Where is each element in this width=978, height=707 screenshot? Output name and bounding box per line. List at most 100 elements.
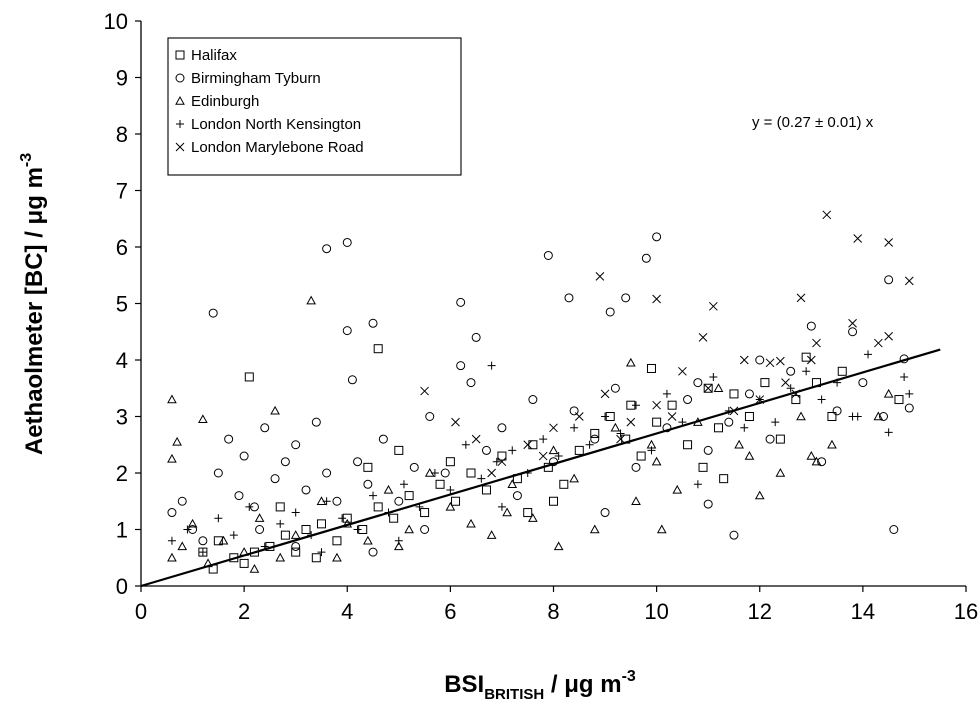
data-point bbox=[781, 378, 790, 387]
y-tick-label: 8 bbox=[116, 122, 128, 147]
data-point bbox=[904, 276, 914, 286]
x-tick-label: 2 bbox=[238, 599, 250, 624]
data-point bbox=[451, 496, 461, 506]
data-point bbox=[394, 536, 403, 545]
data-point bbox=[610, 422, 621, 432]
data-point bbox=[883, 388, 894, 398]
x-tick-label: 10 bbox=[644, 599, 668, 624]
data-point bbox=[729, 530, 739, 540]
data-point bbox=[502, 507, 512, 517]
data-point bbox=[564, 293, 574, 303]
data-point bbox=[183, 525, 192, 534]
data-point bbox=[254, 513, 265, 522]
data-point bbox=[667, 412, 677, 421]
y-axis-title: Aethaolmeter [BC] / μg m-3 bbox=[18, 153, 48, 455]
data-point bbox=[260, 423, 270, 433]
data-point bbox=[332, 496, 342, 506]
data-point bbox=[724, 417, 734, 427]
data-point bbox=[311, 417, 321, 427]
data-point bbox=[399, 480, 408, 489]
data-point bbox=[616, 434, 625, 444]
y-tick-label: 2 bbox=[116, 461, 128, 486]
data-point bbox=[446, 485, 455, 494]
data-point bbox=[632, 401, 640, 410]
data-point bbox=[471, 332, 481, 342]
data-point bbox=[858, 378, 868, 388]
data-point bbox=[652, 294, 661, 304]
data-point bbox=[353, 525, 362, 534]
data-point bbox=[569, 406, 579, 416]
data-point bbox=[713, 383, 724, 392]
data-point bbox=[172, 436, 182, 446]
data-point bbox=[198, 414, 208, 424]
data-point bbox=[389, 513, 399, 523]
data-point bbox=[528, 513, 538, 522]
data-point bbox=[487, 468, 496, 478]
data-point bbox=[765, 358, 775, 368]
data-point bbox=[239, 558, 249, 568]
data-point bbox=[383, 484, 394, 494]
data-point bbox=[291, 547, 301, 557]
data-point bbox=[229, 531, 238, 540]
data-point bbox=[338, 514, 347, 523]
data-point bbox=[187, 518, 198, 528]
data-point bbox=[754, 490, 765, 500]
data-point bbox=[734, 439, 744, 449]
data-point bbox=[539, 435, 548, 444]
data-point bbox=[848, 327, 858, 337]
fit-line bbox=[140, 348, 941, 588]
data-point bbox=[425, 412, 435, 421]
data-point bbox=[553, 541, 564, 551]
data-point bbox=[570, 423, 579, 432]
data-point bbox=[394, 445, 404, 455]
data-point bbox=[574, 445, 584, 455]
data-point bbox=[589, 524, 600, 534]
data-point bbox=[290, 530, 301, 539]
data-point bbox=[487, 361, 496, 370]
data-point bbox=[755, 355, 765, 365]
data-point bbox=[775, 467, 786, 477]
y-tick-label: 4 bbox=[116, 348, 128, 373]
data-point bbox=[590, 434, 600, 444]
data-point bbox=[275, 552, 286, 562]
data-point bbox=[373, 344, 383, 354]
data-point bbox=[651, 456, 662, 466]
data-point bbox=[554, 452, 563, 461]
data-point bbox=[698, 333, 708, 342]
data-point bbox=[636, 451, 646, 461]
x-tick-label: 14 bbox=[851, 599, 875, 624]
data-point bbox=[456, 361, 466, 371]
data-point bbox=[445, 501, 456, 511]
data-point bbox=[332, 536, 342, 546]
data-point bbox=[812, 338, 821, 348]
data-point bbox=[708, 301, 718, 311]
data-point bbox=[213, 468, 223, 478]
data-point bbox=[672, 484, 683, 494]
data-point bbox=[523, 440, 533, 450]
data-point bbox=[817, 457, 827, 467]
data-point bbox=[249, 564, 260, 573]
data-point bbox=[595, 272, 605, 281]
data-point bbox=[796, 293, 806, 303]
data-point bbox=[430, 469, 439, 477]
data-point bbox=[549, 423, 558, 433]
data-point bbox=[239, 451, 249, 461]
data-point bbox=[905, 389, 914, 398]
data-point bbox=[466, 468, 476, 478]
data-point bbox=[543, 250, 553, 260]
data-point bbox=[270, 474, 280, 484]
data-point bbox=[481, 485, 491, 495]
data-point bbox=[817, 395, 826, 404]
data-point bbox=[894, 395, 904, 405]
data-point bbox=[245, 502, 254, 511]
data-point bbox=[409, 462, 419, 472]
data-point bbox=[683, 440, 693, 450]
data-point bbox=[244, 372, 254, 382]
data-point bbox=[616, 429, 625, 438]
data-point bbox=[466, 378, 476, 388]
data-point bbox=[342, 326, 352, 336]
data-point bbox=[369, 491, 378, 500]
data-point bbox=[600, 508, 610, 518]
data-point bbox=[703, 499, 713, 509]
